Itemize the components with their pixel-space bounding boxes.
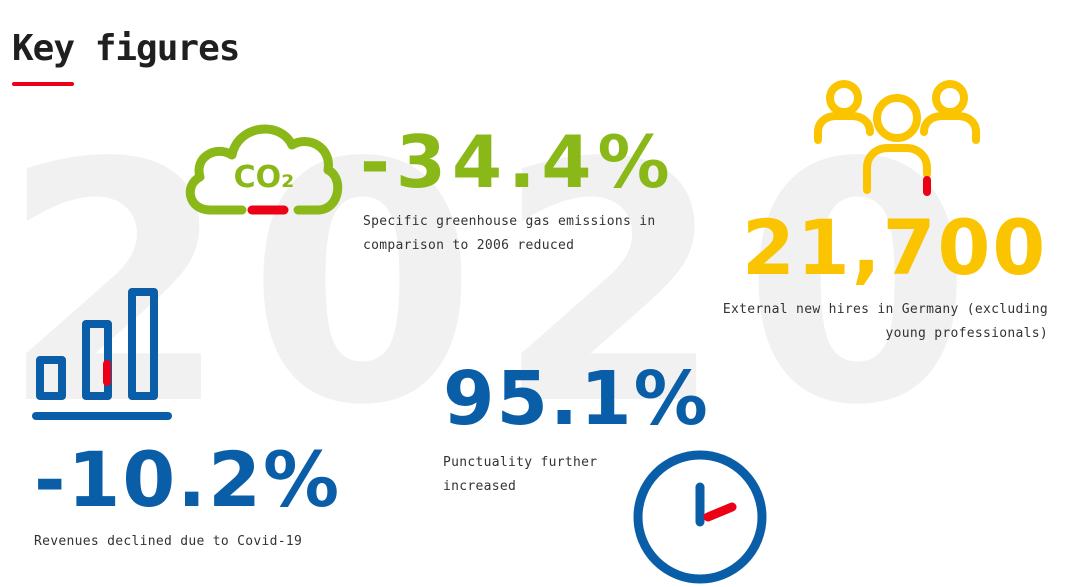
emissions-description-line: Specific greenhouse gas emissions in bbox=[363, 214, 656, 229]
background-year: 2020 bbox=[0, 93, 991, 477]
punctuality-description: Punctuality further increased bbox=[443, 451, 597, 499]
punctuality-description-line: Punctuality further bbox=[443, 455, 598, 470]
co2-cloud-icon: CO₂ bbox=[180, 115, 345, 225]
emissions-description-line: comparison to 2006 reduced bbox=[363, 238, 575, 253]
emissions-value: -34.4% bbox=[360, 120, 676, 204]
punctuality-description-line: increased bbox=[443, 479, 517, 494]
people-group-icon bbox=[812, 78, 982, 198]
new-hires-description-line: young professionals) bbox=[885, 326, 1048, 341]
bar-chart-icon bbox=[32, 288, 172, 423]
new-hires-description: External new hires in Germany (excluding… bbox=[700, 298, 1048, 346]
revenues-description: Revenues declined due to Covid-19 bbox=[34, 530, 302, 554]
revenues-value: -10.2% bbox=[34, 435, 342, 524]
clock-icon bbox=[628, 447, 773, 587]
new-hires-value: 21,700 bbox=[742, 203, 1048, 292]
co2-label: CO₂ bbox=[234, 160, 295, 195]
revenues-description-line: Revenues declined due to Covid-19 bbox=[34, 534, 303, 549]
page-title: Key figures bbox=[12, 28, 240, 69]
emissions-description: Specific greenhouse gas emissions in com… bbox=[363, 210, 656, 258]
new-hires-description-line: External new hires in Germany (excluding bbox=[722, 302, 1048, 317]
punctuality-value: 95.1% bbox=[443, 356, 710, 442]
title-underline bbox=[12, 82, 74, 86]
